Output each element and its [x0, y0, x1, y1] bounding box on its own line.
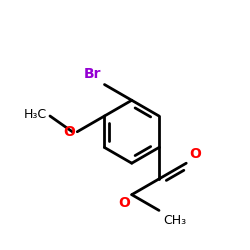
Text: Br: Br [84, 67, 101, 81]
Text: O: O [190, 147, 202, 161]
Text: O: O [118, 196, 130, 210]
Text: CH₃: CH₃ [164, 214, 186, 227]
Text: H₃C: H₃C [24, 108, 46, 122]
Text: O: O [63, 125, 75, 139]
